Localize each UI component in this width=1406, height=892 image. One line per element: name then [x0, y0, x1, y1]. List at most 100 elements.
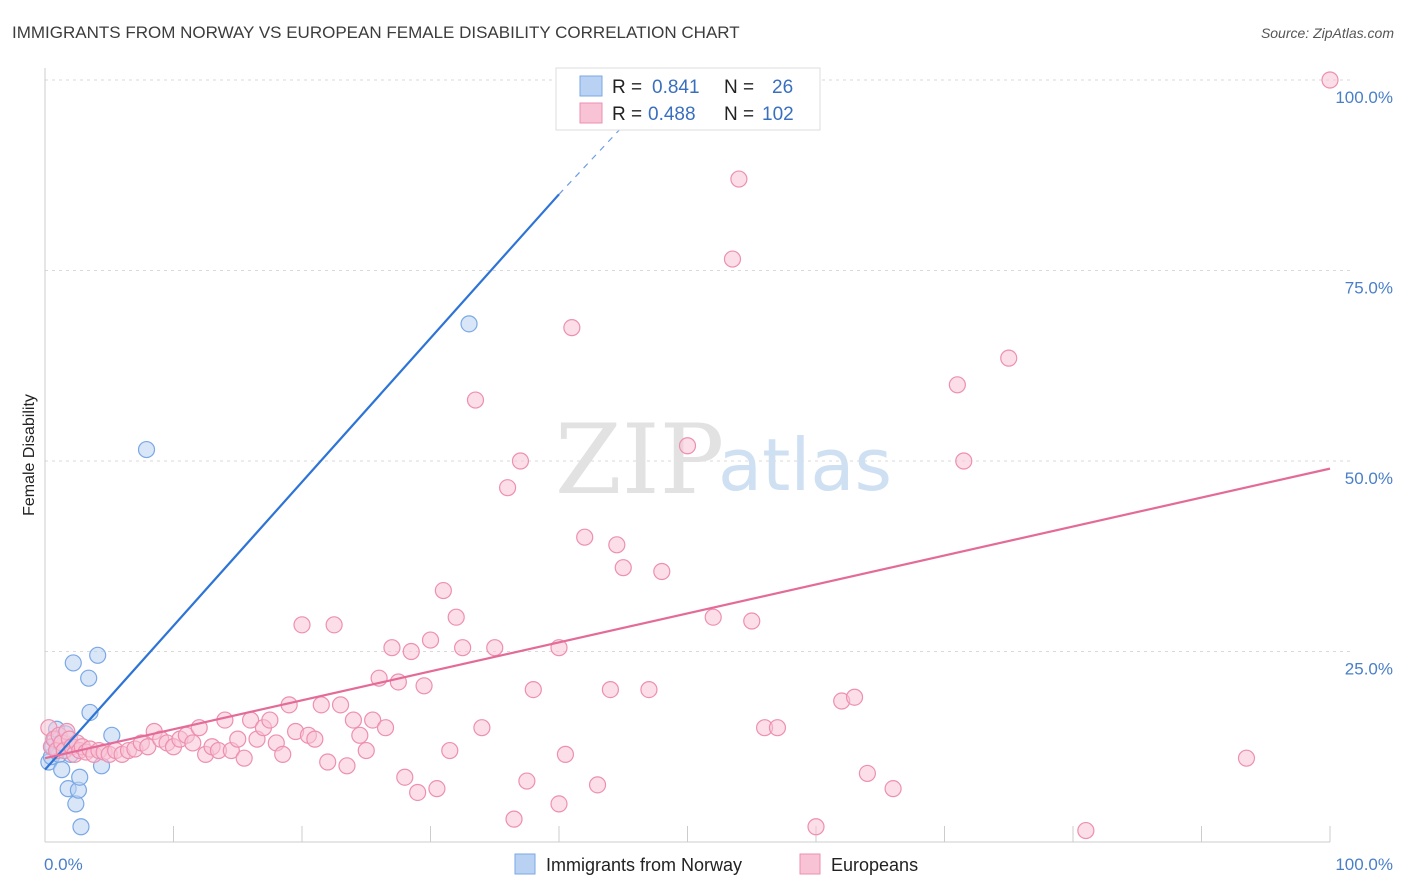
europeans-point [1321, 71, 1339, 89]
chart-title: IMMIGRANTS FROM NORWAY VS EUROPEAN FEMAL… [12, 23, 740, 42]
europeans-point [293, 616, 311, 634]
europeans-point [499, 479, 517, 497]
europeans-point [383, 639, 401, 657]
norway-point [80, 669, 98, 687]
europeans-point [351, 726, 369, 744]
europeans-point [344, 711, 362, 729]
europeans-point [588, 776, 607, 794]
y-tick-label-100: 100.0% [1335, 88, 1393, 107]
legend: R = 0.841 N = 26 R = 0.488 N = 102 [555, 67, 821, 131]
europeans-point [524, 680, 542, 699]
legend-n-value-europeans: 102 [762, 104, 794, 125]
x-tick-label-min: 0.0% [44, 855, 83, 874]
europeans-point [454, 639, 472, 657]
europeans-point [884, 780, 902, 798]
y-axis-label: Female Disability [21, 394, 38, 516]
europeans-point [704, 608, 722, 626]
europeans-point [434, 581, 452, 600]
europeans-point [550, 795, 568, 813]
norway-trend-line [44, 193, 560, 771]
norway-point [137, 440, 156, 459]
europeans-point [229, 730, 247, 748]
europeans-trend-line [44, 467, 1331, 760]
bottom-legend-label-norway: Immigrants from Norway [546, 855, 742, 875]
europeans-point [556, 745, 575, 763]
europeans-point [1077, 821, 1095, 840]
gridlines [45, 79, 1350, 652]
europeans-point [441, 741, 459, 760]
legend-r-label-norway: R = [612, 77, 642, 98]
legend-swatch-norway [579, 75, 603, 97]
norway-point [53, 761, 71, 779]
watermark-atlas: atlas [718, 423, 892, 507]
europeans-point [216, 711, 234, 729]
legend-r-value-europeans: 0.488 [648, 104, 696, 125]
europeans-point [357, 741, 375, 760]
x-ticks [173, 826, 1331, 842]
europeans-point [325, 616, 343, 634]
europeans-point [768, 719, 787, 737]
legend-n-value-norway: 26 [772, 77, 793, 98]
europeans-point [331, 696, 350, 714]
norway-point [460, 315, 478, 333]
norway-point [72, 818, 90, 836]
europeans-point [235, 749, 253, 767]
europeans-point [364, 711, 382, 729]
y-tick-labels: 25.0% 50.0% 75.0% 100.0% [1335, 88, 1393, 679]
europeans-point [447, 608, 465, 626]
europeans-point [312, 696, 330, 714]
europeans-point [858, 764, 877, 783]
europeans-point [723, 250, 742, 268]
europeans-point [428, 780, 446, 798]
bottom-legend: Immigrants from Norway Europeans [514, 853, 918, 875]
europeans-point [576, 528, 594, 546]
europeans-point [640, 680, 658, 699]
norway-point [89, 646, 107, 664]
norway-trend-line-extension [558, 125, 624, 195]
norway-point [64, 654, 82, 672]
europeans-point [653, 562, 671, 581]
europeans-point [730, 170, 748, 188]
europeans-point [505, 810, 523, 828]
europeans-point [409, 783, 427, 802]
norway-point [71, 768, 89, 786]
legend-swatch-europeans [579, 102, 603, 124]
europeans-point [466, 391, 485, 409]
europeans-point [338, 757, 356, 775]
legend-r-label-europeans: R = [612, 104, 642, 125]
europeans-point [955, 452, 973, 470]
europeans-point [608, 536, 626, 554]
europeans-point [415, 677, 433, 695]
bottom-legend-swatch-europeans [799, 853, 821, 875]
y-tick-label-25: 25.0% [1345, 660, 1393, 679]
europeans-point [807, 818, 825, 836]
europeans-point [845, 688, 864, 706]
bottom-legend-swatch-norway [514, 853, 536, 875]
europeans-point [743, 612, 761, 630]
europeans-point [1237, 749, 1256, 767]
europeans-point [518, 772, 536, 790]
y-tick-label-50: 50.0% [1345, 469, 1393, 488]
europeans-point [319, 753, 337, 771]
europeans-point [614, 559, 632, 577]
europeans-point [306, 730, 324, 748]
europeans-point [139, 738, 157, 756]
series-layer [40, 71, 1339, 840]
europeans-point [402, 642, 420, 661]
chart-source: Source: ZipAtlas.com [1261, 25, 1394, 41]
europeans-point [396, 768, 414, 786]
europeans-point [486, 639, 504, 657]
europeans-point [274, 745, 292, 763]
europeans-point [678, 437, 697, 455]
europeans-point [261, 711, 279, 729]
europeans-point [511, 452, 530, 470]
europeans-point [421, 631, 440, 649]
europeans-point [563, 319, 581, 337]
europeans-point [473, 719, 491, 737]
y-tick-label-75: 75.0% [1345, 279, 1393, 298]
europeans-point [376, 719, 395, 737]
legend-n-label-europeans: N = [724, 104, 754, 125]
europeans-point [184, 734, 202, 752]
europeans-point [948, 376, 966, 394]
